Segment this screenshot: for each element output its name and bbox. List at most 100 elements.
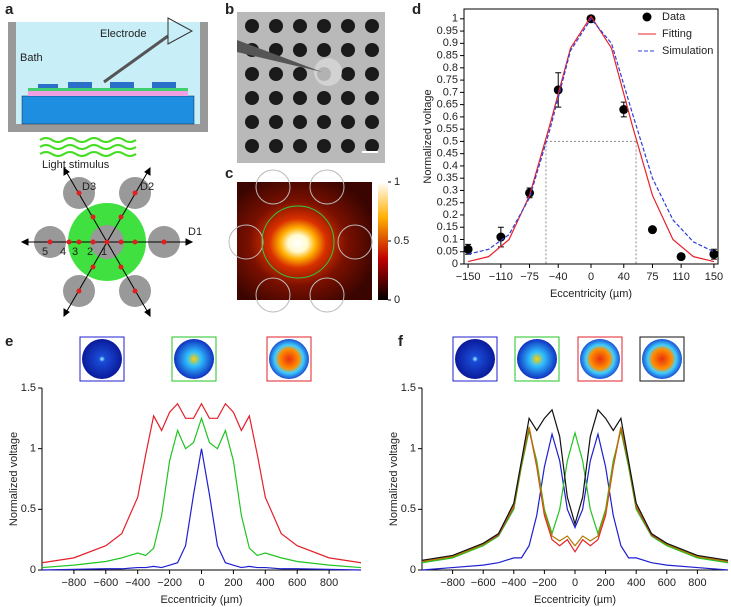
legend-marker: [642, 12, 652, 22]
y-tick-label: 0: [410, 564, 416, 576]
y-tick-label: 0.9: [443, 37, 458, 49]
floor: [8, 124, 208, 132]
y-tick-label: 1.5: [21, 382, 36, 394]
direction-label: D1: [188, 226, 202, 238]
inset-field: [455, 339, 495, 379]
inset-field: [269, 339, 309, 379]
sample-points: [47, 190, 167, 294]
x-axis-label: Eccentricity (µm): [160, 594, 242, 606]
y-axis-label: Normalized voltage: [8, 432, 20, 526]
x-tick-label: 400: [256, 577, 274, 589]
x-tick-label: 200: [224, 577, 242, 589]
panel-label: c: [225, 165, 233, 182]
x-tick-label: −200: [532, 577, 557, 589]
series-line: [421, 427, 729, 563]
x-tick-label: −400: [125, 577, 150, 589]
cell: [314, 58, 342, 86]
colorbar: [378, 182, 388, 300]
y-tick-label: 0.6: [443, 111, 458, 123]
x-tick-label: 800: [320, 577, 338, 589]
electrode-pad: [68, 82, 92, 88]
x-tick-label: −40: [549, 271, 568, 283]
y-tick-label: 0.3: [443, 184, 458, 196]
heatmap: [237, 182, 372, 300]
x-tick-label: −200: [157, 577, 182, 589]
y-tick-label: 0.45: [437, 148, 458, 160]
inset-field: [517, 339, 557, 379]
legend-label: Simulation: [662, 45, 713, 57]
y-tick-label: 1.5: [401, 382, 416, 394]
data-point: [647, 225, 657, 235]
x-tick-label: −400: [501, 577, 526, 589]
series-line: [467, 17, 715, 255]
colorbar-tick-label: 0.5: [394, 235, 409, 247]
wall: [200, 22, 208, 132]
data-point: [709, 249, 719, 259]
colorbar-tick-label: 1: [394, 176, 400, 188]
x-tick-label: 600: [288, 577, 306, 589]
data-point: [676, 252, 686, 262]
heatmap-panel: [228, 169, 388, 313]
light-waves: [39, 137, 137, 157]
y-tick-label: 0.1: [443, 233, 458, 245]
electrode-pad: [152, 82, 176, 88]
x-tick-label: −600: [93, 577, 118, 589]
data-point: [463, 244, 473, 254]
electrode-pad: [110, 82, 134, 88]
panel-label: f: [398, 333, 404, 350]
y-tick-label: 1: [410, 443, 416, 455]
y-tick-label: 0: [30, 564, 36, 576]
array-map: D3 D2 D1 5 4 3 2 1: [20, 166, 202, 318]
y-tick-label: 0.75: [437, 74, 458, 86]
x-tick-label: 110: [672, 271, 690, 283]
legend-label: Data: [662, 11, 686, 23]
direction-label: D2: [140, 181, 154, 193]
setup-diagram: Electrode Bath Light stimulus D3 D2 D1 5…: [8, 17, 208, 318]
x-tick-label: 0: [572, 577, 578, 589]
y-tick-label: 0.55: [437, 123, 458, 135]
x-tick-label: −800: [440, 577, 465, 589]
series-line: [41, 402, 362, 564]
panel-label: d: [412, 1, 421, 18]
y-tick-label: 0.35: [437, 172, 458, 184]
y-tick-label: 0.7: [443, 86, 458, 98]
x-tick-label: −110: [489, 271, 513, 283]
substrate: [21, 95, 195, 125]
position-label: 3: [72, 246, 78, 258]
position-label: 4: [60, 246, 66, 258]
x-tick-label: −600: [471, 577, 496, 589]
y-tick-label: 0: [452, 258, 458, 270]
x-tick-label: −75: [520, 271, 539, 283]
legend-label: Fitting: [662, 28, 692, 40]
y-tick-label: 1: [30, 443, 36, 455]
amplifier: [167, 17, 194, 45]
y-tick-label: 0.5: [401, 503, 416, 515]
y-tick-label: 0.85: [437, 49, 458, 61]
inset-field: [174, 339, 214, 379]
y-tick-label: 0.65: [437, 99, 458, 111]
position-label: 1: [101, 246, 107, 258]
x-tick-label: −150: [456, 271, 481, 283]
pipette: [103, 34, 169, 84]
micrograph: [237, 12, 385, 163]
x-tick-label: −800: [62, 577, 87, 589]
y-tick-label: 0.4: [443, 160, 458, 172]
label: Electrode: [100, 28, 146, 40]
inset-field: [580, 339, 620, 379]
colorbar-tick-label: 0: [394, 294, 400, 306]
data-point: [525, 188, 535, 198]
electrode-outlines: [228, 169, 373, 313]
y-tick-label: 0.5: [21, 503, 36, 515]
y-axis-label: Normalized voltage: [388, 432, 400, 526]
x-tick-label: 800: [688, 577, 706, 589]
x-tick-label: 75: [646, 271, 658, 283]
x-tick-label: 400: [627, 577, 645, 589]
electrode-pad: [38, 84, 58, 88]
panel-label: b: [225, 1, 234, 18]
series-line: [421, 431, 729, 571]
panel-label: a: [5, 1, 14, 18]
x-tick-label: 200: [596, 577, 614, 589]
holes: [237, 12, 385, 163]
y-tick-label: 0.5: [443, 135, 458, 147]
